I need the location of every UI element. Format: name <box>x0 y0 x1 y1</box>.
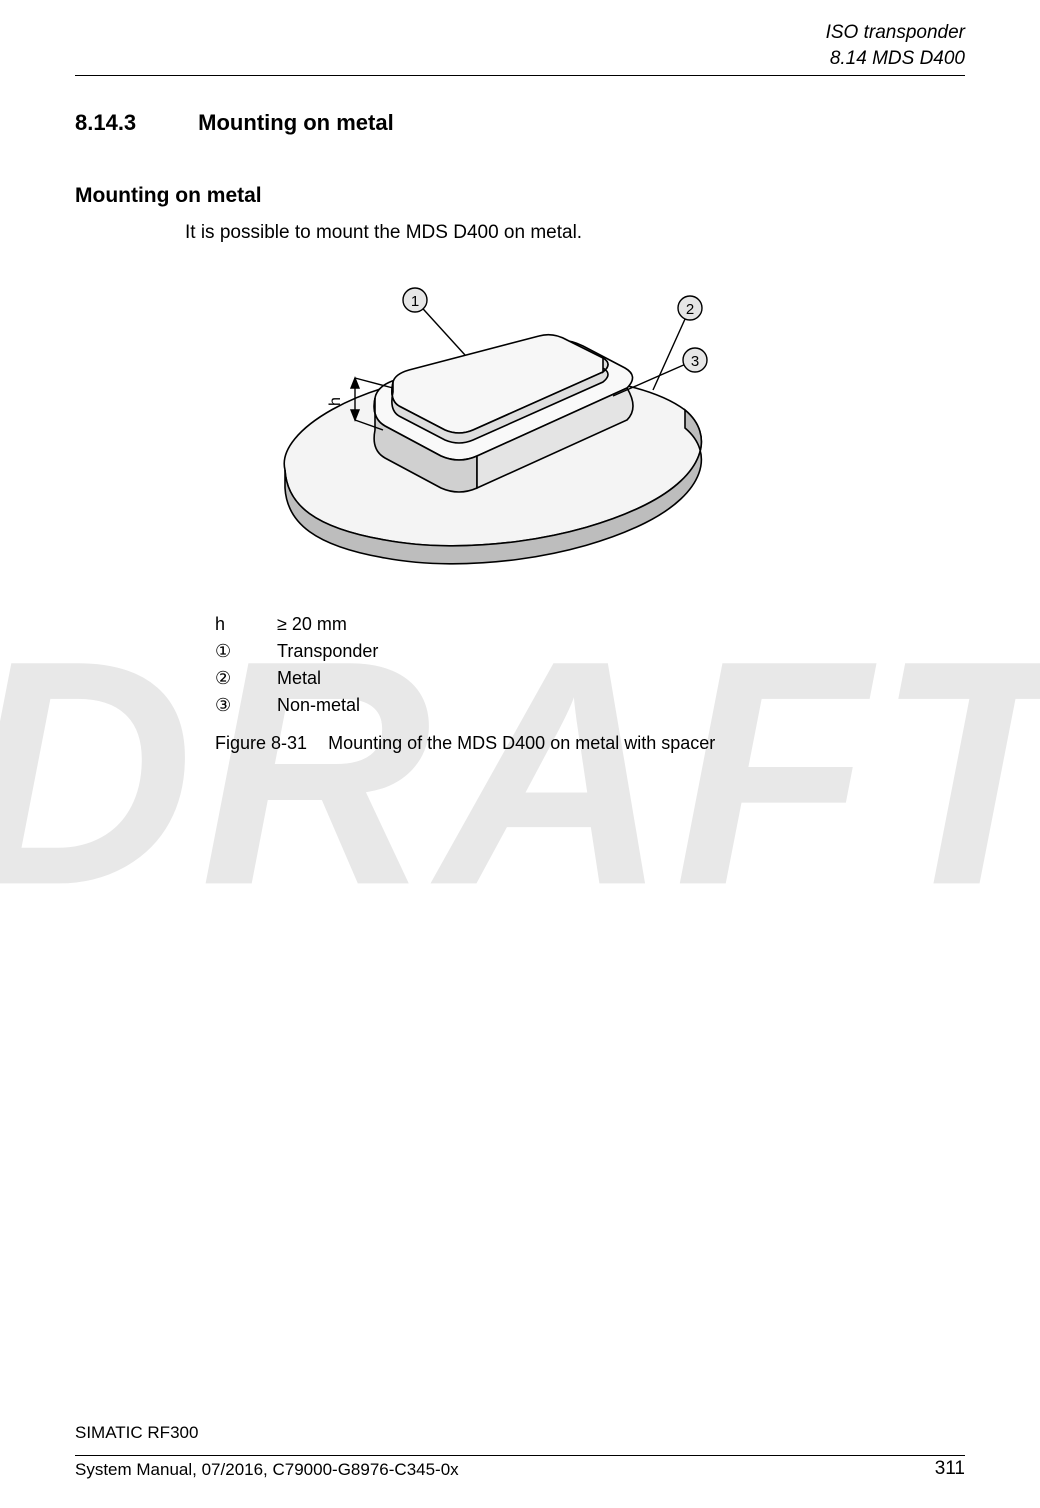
page-content: ISO transponder 8.14 MDS D400 8.14.3 Mou… <box>0 0 1040 1508</box>
subheading: Mounting on metal <box>75 184 965 208</box>
callout-1-text: 1 <box>411 293 419 310</box>
legend-symbol: ③ <box>215 695 247 716</box>
legend-row: ① Transponder <box>215 638 965 665</box>
legend-text: Metal <box>277 668 321 689</box>
figure-caption: Figure 8-31 Mounting of the MDS D400 on … <box>215 733 965 754</box>
figure-legend: h ≥ 20 mm ① Transponder ② Metal ③ Non-me… <box>215 611 965 719</box>
section-number: 8.14.3 <box>75 110 136 136</box>
legend-text: Transponder <box>277 641 378 662</box>
legend-symbol: ① <box>215 641 247 662</box>
page-number: 311 <box>935 1458 965 1480</box>
figure: h 1 2 3 <box>215 260 965 605</box>
body-paragraph: It is possible to mount the MDS D400 on … <box>185 222 965 244</box>
caption-text: Mounting of the MDS D400 on metal with s… <box>328 733 715 753</box>
footer-line-1: SIMATIC RF300 <box>75 1423 965 1443</box>
legend-row: ③ Non-metal <box>215 692 965 719</box>
header-rule <box>75 75 965 76</box>
legend-row: h ≥ 20 mm <box>215 611 965 638</box>
callout-2-line <box>653 308 690 390</box>
header-line-2: 8.14 MDS D400 <box>75 46 965 72</box>
section-title: Mounting on metal <box>198 110 394 136</box>
footer-rule <box>75 1455 965 1456</box>
footer-line-2: System Manual, 07/2016, C79000-G8976-C34… <box>75 1460 459 1480</box>
legend-text: Non-metal <box>277 695 360 716</box>
section-heading: 8.14.3 Mounting on metal <box>75 110 965 136</box>
callout-3-text: 3 <box>691 353 699 370</box>
legend-row: ② Metal <box>215 665 965 692</box>
callout-2-text: 2 <box>686 301 694 318</box>
caption-label: Figure 8-31 <box>215 733 307 753</box>
page-footer: SIMATIC RF300 System Manual, 07/2016, C7… <box>75 1423 965 1480</box>
header-line-1: ISO transponder <box>75 20 965 46</box>
legend-symbol: h <box>215 614 247 635</box>
running-header: ISO transponder 8.14 MDS D400 <box>75 20 965 71</box>
mounting-diagram: h 1 2 3 <box>215 260 735 600</box>
dimension-h-label: h <box>327 397 344 406</box>
legend-symbol: ② <box>215 668 247 689</box>
legend-text: ≥ 20 mm <box>277 614 347 635</box>
